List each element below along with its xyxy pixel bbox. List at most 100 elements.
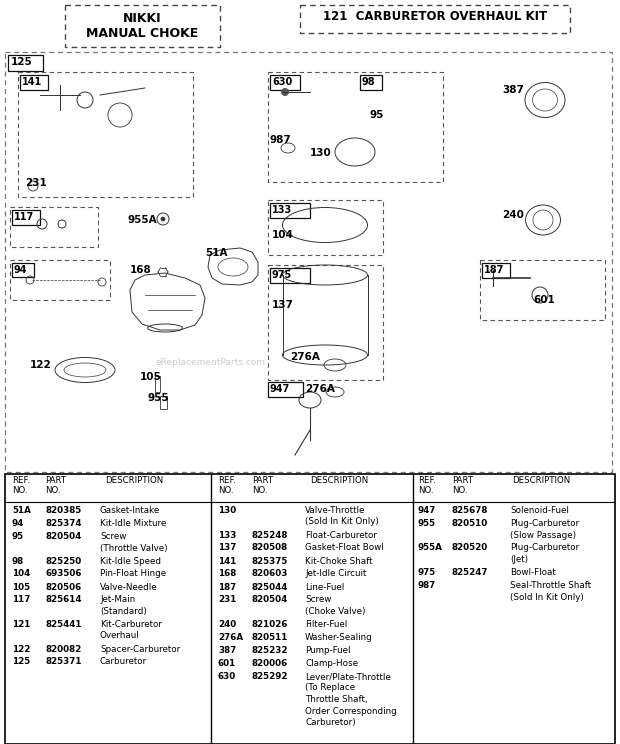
Text: 820006: 820006 (252, 659, 288, 668)
Text: 130: 130 (218, 506, 236, 515)
Bar (20, 75, 48, 90)
Bar (300, 5, 570, 33)
Text: 387: 387 (218, 646, 236, 655)
Text: 117: 117 (14, 212, 34, 222)
Text: 104: 104 (12, 569, 30, 579)
Text: 825375: 825375 (252, 557, 288, 565)
Text: Pump-Fuel: Pump-Fuel (305, 646, 350, 655)
Text: 987: 987 (418, 581, 436, 590)
Text: Throttle Shaft,: Throttle Shaft, (305, 695, 368, 704)
Text: 95: 95 (370, 110, 384, 120)
Text: 125: 125 (11, 57, 33, 67)
Text: Seal-Throttle Shaft: Seal-Throttle Shaft (510, 581, 591, 590)
Text: Kit-Idle Speed: Kit-Idle Speed (100, 557, 161, 565)
Text: 130: 130 (310, 148, 332, 158)
Text: 975: 975 (272, 270, 292, 280)
Text: Screw: Screw (305, 595, 331, 604)
Bar (12, 210, 40, 225)
Text: REF.
NO.: REF. NO. (12, 476, 30, 496)
Bar (270, 203, 310, 218)
Text: 820510: 820510 (452, 519, 489, 528)
Text: 821026: 821026 (252, 620, 288, 629)
Bar (65, 5, 220, 47)
Text: Clamp-Hose: Clamp-Hose (305, 659, 358, 668)
Text: (Jet): (Jet) (510, 555, 528, 564)
Text: 955A: 955A (418, 544, 443, 553)
Circle shape (161, 217, 165, 221)
Text: 121: 121 (12, 620, 30, 629)
Text: 137: 137 (272, 300, 294, 310)
Bar (360, 75, 382, 90)
Text: PART
NO.: PART NO. (452, 476, 473, 496)
Text: 820511: 820511 (252, 633, 288, 642)
Text: (Sold In Kit Only): (Sold In Kit Only) (510, 592, 584, 601)
Text: PART
NO.: PART NO. (45, 476, 66, 496)
Text: 51A: 51A (205, 248, 228, 258)
Text: Washer-Sealing: Washer-Sealing (305, 633, 373, 642)
Text: 955: 955 (418, 519, 436, 528)
Bar (12, 263, 34, 277)
Text: 98: 98 (12, 557, 24, 565)
Bar (5, 52, 612, 472)
Text: Filter-Fuel: Filter-Fuel (305, 620, 347, 629)
Text: 825292: 825292 (252, 672, 288, 681)
Text: 630: 630 (218, 672, 236, 681)
Text: 601: 601 (533, 295, 555, 305)
Text: 94: 94 (14, 265, 27, 275)
Bar (5, 474, 615, 744)
Bar (480, 260, 605, 320)
Text: 825441: 825441 (45, 620, 81, 629)
Text: (Choke Valve): (Choke Valve) (305, 607, 366, 616)
Text: 95: 95 (12, 532, 24, 541)
Text: Valve-Throttle: Valve-Throttle (305, 506, 365, 515)
Text: Lever/Plate-Throttle: Lever/Plate-Throttle (305, 672, 391, 681)
Text: 820504: 820504 (45, 532, 81, 541)
Bar (482, 263, 510, 278)
Text: Plug-Carburetor: Plug-Carburetor (510, 544, 579, 553)
Text: NIKKI
MANUAL CHOKE: NIKKI MANUAL CHOKE (86, 12, 198, 40)
Text: 825250: 825250 (45, 557, 81, 565)
Text: Screw: Screw (100, 532, 126, 541)
Text: Float-Carburetor: Float-Carburetor (305, 530, 377, 539)
Bar (10, 260, 110, 300)
Text: 820082: 820082 (45, 644, 81, 653)
Text: 820508: 820508 (252, 544, 288, 553)
Text: Solenoid-Fuel: Solenoid-Fuel (510, 506, 569, 515)
Text: 240: 240 (502, 210, 524, 220)
Text: 94: 94 (12, 519, 24, 528)
Text: 276A: 276A (218, 633, 243, 642)
Text: 133: 133 (272, 205, 292, 215)
Text: Kit-Carburetor: Kit-Carburetor (100, 620, 162, 629)
Text: REF.
NO.: REF. NO. (218, 476, 236, 496)
Text: DESCRIPTION: DESCRIPTION (512, 476, 570, 485)
Text: 187: 187 (218, 583, 236, 591)
Text: 947: 947 (270, 384, 290, 394)
Text: (Standard): (Standard) (100, 607, 147, 616)
Text: PART
NO.: PART NO. (252, 476, 273, 496)
Text: 133: 133 (218, 530, 236, 539)
Text: 117: 117 (12, 595, 30, 604)
Text: 825371: 825371 (45, 658, 81, 667)
Bar (270, 268, 310, 283)
Text: (Slow Passage): (Slow Passage) (510, 530, 576, 539)
Text: 825614: 825614 (45, 595, 81, 604)
Text: 231: 231 (25, 178, 46, 188)
Text: 975: 975 (418, 568, 436, 577)
Text: 630: 630 (272, 77, 292, 87)
Text: Jet-Main: Jet-Main (100, 595, 135, 604)
Text: 168: 168 (130, 265, 152, 275)
Text: 693506: 693506 (45, 569, 81, 579)
Text: 820385: 820385 (45, 506, 81, 515)
Text: 137: 137 (218, 544, 236, 553)
Text: 105: 105 (12, 583, 30, 591)
Circle shape (281, 88, 289, 96)
Text: (To Replace: (To Replace (305, 684, 355, 693)
Text: 947: 947 (418, 506, 436, 515)
Text: 240: 240 (218, 620, 236, 629)
Text: 601: 601 (218, 659, 236, 668)
Text: 820520: 820520 (452, 544, 489, 553)
Bar (268, 265, 383, 380)
Text: Kit-Idle Mixture: Kit-Idle Mixture (100, 519, 166, 528)
Text: Carburetor: Carburetor (100, 658, 148, 667)
Text: 387: 387 (502, 85, 524, 95)
